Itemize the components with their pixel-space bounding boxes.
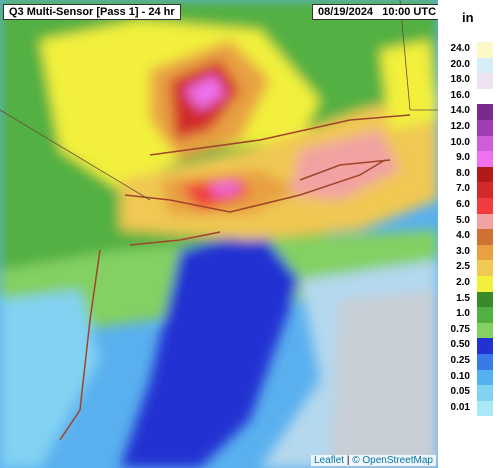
legend-swatch bbox=[477, 291, 493, 308]
legend-swatch bbox=[477, 322, 493, 339]
legend-swatch bbox=[477, 42, 493, 58]
legend-swatch bbox=[477, 244, 493, 261]
legend-label: 4.0 bbox=[456, 230, 470, 242]
legend-swatch bbox=[477, 198, 493, 214]
legend-row: 0.05 bbox=[438, 385, 500, 401]
legend-swatch bbox=[477, 260, 493, 276]
legend-label: 12.0 bbox=[450, 121, 470, 132]
osm-link[interactable]: © OpenStreetMap bbox=[352, 455, 433, 466]
legend-label: 0.75 bbox=[450, 323, 470, 335]
legend-row: 0.25 bbox=[438, 354, 500, 370]
legend-label: 2.0 bbox=[456, 277, 470, 288]
legend-label: 1.5 bbox=[456, 292, 470, 304]
legend-row: 5.0 bbox=[438, 213, 500, 230]
legend-label: 2.5 bbox=[456, 261, 470, 273]
legend-swatch bbox=[477, 57, 493, 74]
legend-swatch bbox=[477, 135, 493, 152]
precip-map[interactable] bbox=[0, 0, 438, 468]
legend-swatch bbox=[477, 354, 493, 370]
legend-label: 1.0 bbox=[456, 308, 470, 320]
legend-swatch bbox=[477, 369, 493, 386]
legend-swatch bbox=[477, 213, 493, 230]
legend-row: 0.01 bbox=[438, 400, 500, 417]
legend-swatch bbox=[477, 338, 493, 354]
legend-label: 20.0 bbox=[450, 58, 470, 70]
attribution: Leaflet | © OpenStreetMap bbox=[311, 455, 436, 466]
legend-label: 5.0 bbox=[456, 214, 470, 226]
map-title: Q3 Multi-Sensor [Pass 1] - 24 hr bbox=[3, 4, 181, 20]
legend-row: 7.0 bbox=[438, 182, 500, 198]
legend-unit: in bbox=[462, 10, 474, 25]
legend-label: 16.0 bbox=[450, 89, 470, 101]
legend-row: 2.0 bbox=[438, 276, 500, 292]
legend-swatch bbox=[477, 166, 493, 183]
legend-swatch bbox=[477, 151, 493, 167]
legend-row: 3.0 bbox=[438, 244, 500, 261]
legend-swatch bbox=[477, 182, 493, 198]
legend-row: 16.0 bbox=[438, 88, 500, 105]
timestamp: 08/19/2024 10:00 UTC bbox=[312, 4, 443, 20]
legend-label: 0.10 bbox=[450, 370, 470, 382]
legend-swatch bbox=[477, 400, 493, 417]
legend-row: 20.0 bbox=[438, 57, 500, 74]
legend-row: 12.0 bbox=[438, 120, 500, 136]
legend-label: 3.0 bbox=[456, 245, 470, 257]
legend-swatch bbox=[477, 120, 493, 136]
legend-row: 4.0 bbox=[438, 229, 500, 245]
legend-label: 8.0 bbox=[456, 167, 470, 179]
legend-row: 6.0 bbox=[438, 198, 500, 214]
legend-label: 9.0 bbox=[456, 152, 470, 164]
legend-row: 8.0 bbox=[438, 166, 500, 183]
legend-label: 7.0 bbox=[456, 183, 470, 195]
legend-row: 0.10 bbox=[438, 369, 500, 386]
legend-label: 0.01 bbox=[450, 401, 470, 413]
legend-swatch bbox=[477, 73, 493, 89]
legend: in 24.0 20.0 18.0 16.0 14.0 12.0 10.0 9.0 8.0 7.0… bbox=[438, 0, 500, 468]
legend-row: 24.0 bbox=[438, 42, 500, 58]
legend-row: 18.0 bbox=[438, 73, 500, 89]
legend-row: 10.0 bbox=[438, 135, 500, 152]
legend-label: 14.0 bbox=[450, 105, 470, 117]
legend-row: 2.5 bbox=[438, 260, 500, 276]
legend-swatch bbox=[477, 276, 493, 292]
legend-swatch bbox=[477, 88, 493, 105]
legend-row: 9.0 bbox=[438, 151, 500, 167]
legend-label: 18.0 bbox=[450, 74, 470, 86]
leaflet-link[interactable]: Leaflet bbox=[314, 455, 345, 466]
legend-swatch bbox=[477, 229, 493, 245]
legend-swatch bbox=[477, 385, 493, 401]
legend-row: 1.0 bbox=[438, 307, 500, 323]
legend-row: 0.50 bbox=[438, 338, 500, 354]
legend-swatch bbox=[477, 104, 493, 120]
separator: | bbox=[346, 455, 350, 466]
legend-row: 14.0 bbox=[438, 104, 500, 120]
legend-label: 0.50 bbox=[450, 339, 470, 351]
legend-label: 24.0 bbox=[450, 43, 470, 54]
legend-swatch bbox=[477, 307, 493, 323]
legend-label: 6.0 bbox=[456, 199, 470, 210]
legend-label: 0.25 bbox=[450, 355, 470, 366]
legend-label: 10.0 bbox=[450, 136, 470, 148]
legend-label: 0.05 bbox=[450, 386, 470, 398]
legend-row: 0.75 bbox=[438, 322, 500, 339]
legend-row: 1.5 bbox=[438, 291, 500, 308]
